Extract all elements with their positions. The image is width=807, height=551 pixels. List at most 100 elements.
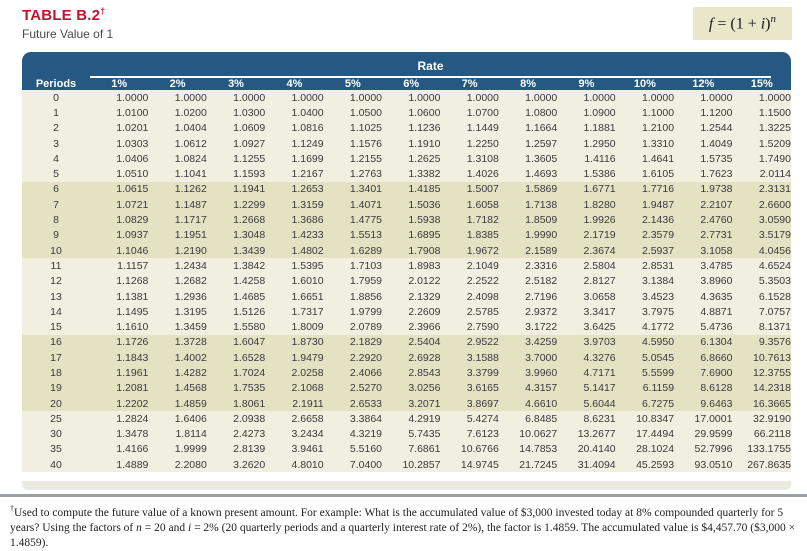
factor-cell: 7.6123 <box>466 428 499 441</box>
factor-cell: 1.1593 <box>233 168 266 181</box>
factor-cell: 21.7245 <box>519 458 558 471</box>
rate-column-header: 8% <box>498 78 558 90</box>
factor-cell: 4.3219 <box>349 428 383 441</box>
period-cell: 10 <box>50 244 62 257</box>
period-cell: 4 <box>53 152 59 165</box>
factor-cell: 1.2682 <box>174 275 207 288</box>
formula-eq: = (1 + <box>713 15 761 33</box>
factor-cell: 1.5938 <box>408 214 441 227</box>
factor-cell: 2.1436 <box>641 214 675 227</box>
factor-cell: 1.2190 <box>174 244 207 257</box>
rate-header-row: Rate <box>22 52 791 78</box>
factor-cell: 1.0000 <box>525 91 558 104</box>
factor-cell: 2.0789 <box>349 321 383 334</box>
factor-cell: 1.9926 <box>583 214 616 227</box>
factor-cell: 2.9372 <box>525 305 558 318</box>
factor-cell: 1.3195 <box>174 305 207 318</box>
factor-cell: 2.9522 <box>466 336 499 349</box>
factor-cell: 1.6771 <box>583 183 616 196</box>
table-row: 4 1.0406 1.0824 1.1255 1.1699 1.2155 1.2625 1.3… <box>22 151 791 167</box>
table-row: 7 1.0721 1.1487 1.2299 1.3159 1.4071 1.5036 1.6… <box>22 197 791 213</box>
factor-cell: 1.3605 <box>525 152 558 165</box>
factor-cell: 3.3864 <box>349 412 383 425</box>
factor-cell: 6.8485 <box>525 412 558 425</box>
formula-f: f <box>708 15 714 33</box>
table-row: 6 1.0615 1.1262 1.1941 1.2653 1.3401 1.4185 1.5… <box>22 181 791 198</box>
factor-cell: 1.4775 <box>349 214 383 227</box>
factor-cell: 1.5513 <box>349 229 383 242</box>
period-cell: 9 <box>53 229 59 242</box>
factor-cell: 3.0590 <box>758 214 791 227</box>
period-cell: 15 <box>50 321 62 334</box>
factor-cell: 14.9745 <box>460 458 499 471</box>
factor-cell: 1.0816 <box>291 122 324 135</box>
factor-cell: 2.1911 <box>292 397 324 410</box>
factor-cell: 1.3108 <box>466 152 499 165</box>
factor-cell: 28.1024 <box>636 443 675 456</box>
factor-cell: 1.5386 <box>583 168 616 181</box>
period-cell: 8 <box>53 214 59 227</box>
table-row: 16 1.1726 1.3728 1.6047 1.8730 2.1829 2.5404 2.… <box>22 334 791 351</box>
factor-cell: 3.4259 <box>525 336 558 349</box>
factor-cell: 1.2668 <box>233 214 266 227</box>
factor-cell: 1.3310 <box>641 137 675 150</box>
factor-cell: 1.0000 <box>291 91 324 104</box>
factor-cell: 1.0000 <box>408 91 441 104</box>
factor-cell: 1.7182 <box>466 214 499 227</box>
rate-column-header: 1% <box>90 78 149 90</box>
factor-cell: 2.8531 <box>641 259 675 272</box>
table-row: 13 1.1381 1.2936 1.4685 1.6651 1.8856 2.1329 2.… <box>22 288 791 305</box>
factor-cell: 1.0000 <box>583 91 616 104</box>
factor-cell: 8.6128 <box>700 382 733 395</box>
factor-cell: 1.2081 <box>116 382 149 395</box>
future-value-table: Rate Periods 1% 2% 3% 4% 5% 6% 7% 8% 9% 10% 12% 15%… <box>22 52 791 473</box>
factor-cell: 3.9703 <box>583 336 616 349</box>
factor-cell: 2.7731 <box>700 229 733 242</box>
table-row: 15 1.1610 1.3459 1.5580 1.8009 2.0789 2.3966 2.… <box>22 319 791 335</box>
footnote-text: Used to compute the future value of a kn… <box>10 506 784 534</box>
factor-cell: 3.2071 <box>408 397 441 410</box>
factor-cell: 3.3799 <box>466 366 499 379</box>
factor-cell: 2.0114 <box>759 168 791 181</box>
factor-cell: 1.0612 <box>174 137 207 150</box>
footnote-dagger: † <box>10 504 14 513</box>
footnote-var-i: i <box>187 521 192 534</box>
factor-cell: 1.6010 <box>291 275 324 288</box>
factor-cell: 1.5869 <box>525 183 558 196</box>
page-subtitle: Future Value of 1 <box>22 27 114 41</box>
factor-cell: 1.0000 <box>700 91 733 104</box>
factor-cell: 2.0258 <box>291 366 324 379</box>
factor-cell: 2.1068 <box>291 382 324 395</box>
factor-cell: 1.0609 <box>233 122 266 135</box>
factor-cell: 1.0000 <box>233 91 266 104</box>
factor-cell: 2.8127 <box>583 275 616 288</box>
factor-cell: 12.3755 <box>753 366 791 379</box>
factor-cell: 1.3686 <box>291 214 324 227</box>
factor-cell: 3.1722 <box>525 321 558 334</box>
factor-cell: 45.2593 <box>636 458 675 471</box>
factor-cell: 1.4859 <box>174 397 207 410</box>
period-cell: 7 <box>53 198 59 211</box>
factor-cell: 1.1699 <box>291 152 324 165</box>
factor-cell: 17.0001 <box>694 412 733 425</box>
rate-column-header: 2% <box>148 78 207 90</box>
factor-cell: 2.5182 <box>525 275 558 288</box>
period-cell: 25 <box>50 412 62 425</box>
factor-cell: 1.1025 <box>349 122 383 135</box>
factor-cell: 14.2318 <box>753 382 791 395</box>
rate-column-header: 3% <box>206 78 266 90</box>
factor-cell: 6.1304 <box>700 336 733 349</box>
factor-cell: 5.3503 <box>758 275 791 288</box>
factor-cell: 1.1843 <box>116 351 149 364</box>
factor-cell: 1.0300 <box>233 106 266 119</box>
factor-cell: 1.1487 <box>174 198 207 211</box>
factor-cell: 1.0900 <box>583 106 616 119</box>
factor-cell: 1.7716 <box>641 183 675 196</box>
factor-cell: 13.2677 <box>577 428 616 441</box>
factor-cell: 3.9461 <box>291 443 324 456</box>
factor-cell: 1.5580 <box>233 321 266 334</box>
table-row: 3 1.0303 1.0612 1.0927 1.1249 1.1576 1.1910 1.2… <box>22 135 791 152</box>
factor-cell: 1.3048 <box>233 229 266 242</box>
factor-cell: 1.4233 <box>291 229 324 242</box>
factor-cell: 2.6600 <box>758 198 791 211</box>
